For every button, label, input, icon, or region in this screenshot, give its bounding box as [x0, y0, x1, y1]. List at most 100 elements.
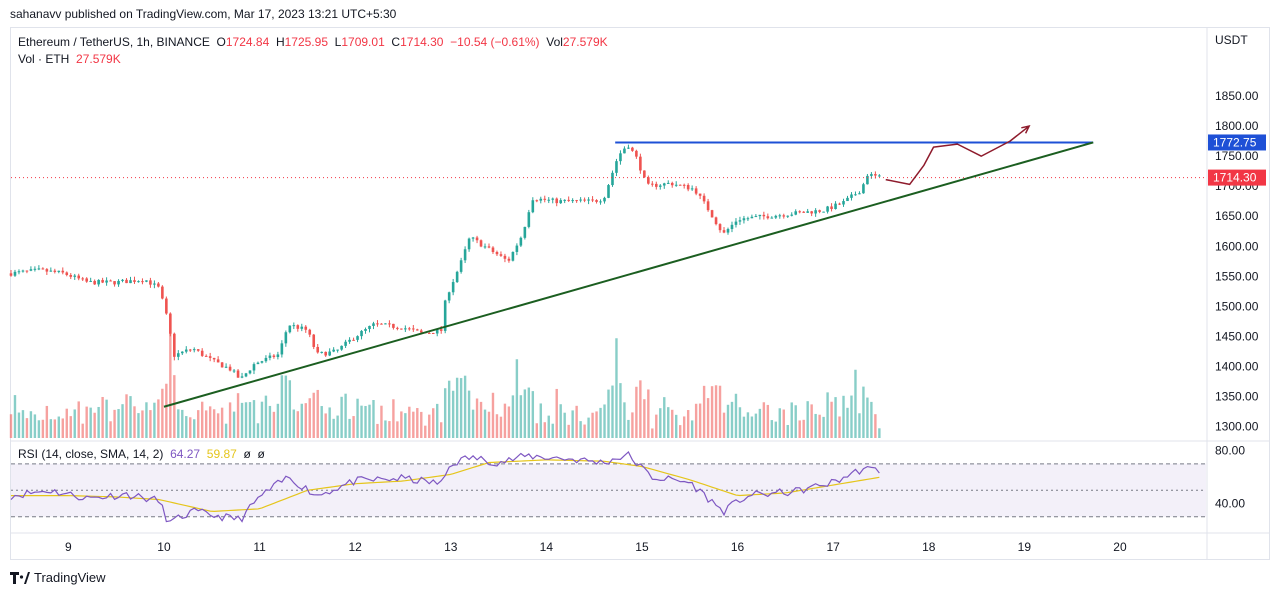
volume-bar — [181, 409, 184, 438]
volume-bar — [9, 414, 13, 438]
candle-body — [388, 323, 391, 325]
volume-bar — [798, 420, 801, 438]
volume-bar — [133, 406, 136, 438]
low-label: L — [334, 35, 342, 49]
candle-body — [431, 333, 435, 335]
volume-bar — [173, 375, 176, 438]
price-tick-label: 1850.00 — [1215, 89, 1259, 103]
candle-body — [300, 326, 304, 329]
price-tick-label: 1300.00 — [1215, 420, 1259, 434]
candle-body — [308, 329, 312, 335]
volume-bar — [17, 412, 21, 438]
candle-body — [651, 183, 654, 185]
rsi-value: 64.27 — [170, 447, 201, 461]
candle-body — [710, 210, 714, 218]
volume-bar — [312, 392, 315, 438]
volume-bar — [268, 405, 272, 438]
volume-bar — [607, 389, 610, 438]
volume-bar — [842, 395, 845, 438]
volume-bar — [567, 424, 570, 438]
candle-body — [718, 224, 722, 231]
candle-body — [483, 246, 487, 248]
volume-bar — [690, 420, 694, 438]
volume-bar — [862, 386, 865, 438]
tradingview-logo-icon — [10, 571, 30, 584]
volume-bar — [308, 398, 311, 438]
candle-body — [328, 351, 331, 356]
candle-body — [579, 199, 582, 201]
rsi-legend[interactable]: RSI (14, close, SMA, 14, 2) 64.27 59.87 … — [18, 447, 265, 461]
volume-bar — [340, 396, 343, 438]
volume-bar — [491, 392, 495, 438]
footer-brand[interactable]: TradingView — [10, 570, 106, 585]
volume-bar — [388, 421, 391, 438]
volume-bar — [81, 423, 84, 438]
volume-bar — [802, 419, 805, 438]
candle-body — [511, 251, 515, 261]
candle-body — [627, 147, 630, 149]
candle-body — [742, 218, 746, 221]
volume-bar — [539, 403, 542, 438]
candle-body — [17, 271, 21, 273]
candle-body — [33, 268, 37, 270]
volume-bar — [364, 405, 367, 438]
volume-bar — [623, 402, 626, 438]
candle-body — [690, 188, 694, 190]
volume-series-label[interactable]: Vol · ETH — [18, 52, 70, 66]
volume-bar — [153, 402, 156, 438]
volume-bar — [698, 403, 702, 438]
candle-body — [180, 351, 184, 354]
volume-bar — [93, 412, 96, 438]
volume-bar — [300, 403, 303, 438]
volume-bar — [272, 411, 276, 438]
volume-bar — [694, 403, 698, 438]
candle-body — [571, 200, 574, 202]
candle-body — [523, 226, 527, 238]
footer-brand-label: TradingView — [34, 570, 106, 585]
volume-bar — [320, 406, 323, 438]
candle-body — [252, 364, 256, 371]
candle-body — [439, 329, 443, 331]
volume-bar — [193, 419, 196, 438]
symbol-legend[interactable]: Ethereum / TetherUS, 1h, BINANCE O1724.8… — [18, 35, 608, 49]
candle-body — [786, 215, 790, 217]
candle-body — [643, 170, 646, 178]
time-tick-label: 20 — [1113, 540, 1127, 554]
candle-body — [595, 200, 598, 202]
volume-bar — [21, 410, 25, 438]
volume-bar — [61, 418, 64, 438]
candle-body — [73, 275, 77, 277]
volume-bar — [240, 402, 244, 438]
candle-body — [177, 353, 180, 357]
volume-bar — [304, 403, 307, 438]
symbol-name[interactable]: Ethereum / TetherUS, 1h, BINANCE — [18, 35, 210, 49]
candles — [9, 144, 881, 379]
volume-bar — [647, 389, 650, 438]
rsi-label[interactable]: RSI (14, close, SMA, 14, 2) — [18, 447, 164, 461]
candle-body — [686, 184, 690, 190]
candle-body — [13, 271, 17, 276]
candle-body — [662, 183, 666, 186]
volume-bar — [503, 403, 507, 438]
volume-bar — [145, 402, 148, 438]
volume-bar — [655, 414, 658, 438]
candle-body — [364, 329, 367, 331]
candle-body — [539, 198, 543, 201]
volume-bar — [141, 410, 144, 438]
volume-legend[interactable]: Vol · ETH 27.579K — [18, 52, 121, 66]
volume-bar — [13, 395, 17, 438]
volume-bar — [555, 388, 558, 438]
volume-bar — [53, 419, 57, 438]
volume-bar — [288, 380, 292, 438]
close-label: C — [391, 35, 401, 49]
time-tick-label: 17 — [826, 540, 840, 554]
candle-body — [260, 361, 264, 363]
chart-frame — [10, 27, 1270, 560]
price-tick-label: 1750.00 — [1215, 149, 1259, 163]
time-tick-label: 19 — [1018, 540, 1032, 554]
volume-bar — [89, 407, 92, 438]
volume-bar — [113, 409, 116, 438]
candle-body — [619, 153, 622, 162]
candle-body — [105, 280, 108, 283]
